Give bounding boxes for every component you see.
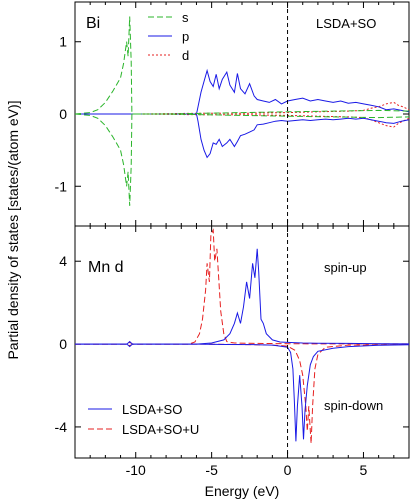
top-panel-curves	[74, 16, 410, 206]
series-s-down-line	[74, 113, 410, 206]
series-p-down-line	[75, 113, 410, 159]
top-legend: spd	[148, 10, 189, 63]
y-tick-label: 0	[59, 106, 67, 122]
series-lsda-so-u-up-line	[75, 228, 409, 345]
method-label: LSDA+SO	[316, 16, 376, 31]
y-tick-label: 0	[59, 336, 67, 352]
bottom-panel-curves	[75, 228, 410, 444]
y-tick-label: 1	[59, 34, 67, 50]
series-d-down-line	[75, 113, 410, 128]
x-tick-label: 5	[360, 462, 368, 478]
x-axis-label: Energy (eV)	[205, 483, 280, 499]
legend-label: LSDA+SO	[122, 402, 182, 417]
x-tick-label: -10	[126, 462, 146, 478]
series-p-up-line	[75, 68, 410, 115]
legend-label: LSDA+SO+U	[122, 422, 199, 437]
bottom-panel-label: Mn d	[88, 259, 124, 276]
spin-down-label: spin-down	[324, 398, 383, 413]
legend-label: p	[182, 29, 189, 44]
legend-label: d	[182, 48, 189, 63]
x-tick-label: 0	[284, 462, 292, 478]
y-tick-label: 4	[59, 253, 67, 269]
series-s-up-line	[74, 16, 410, 115]
bottom-legend: LSDA+SO LSDA+SO+U	[88, 402, 199, 437]
top-panel-label: Bi	[86, 15, 100, 32]
series-lsda-so-down-line	[75, 343, 410, 442]
spin-up-label: spin-up	[324, 260, 367, 275]
y-tick-label: -1	[55, 178, 68, 194]
x-tick-label: -5	[205, 462, 218, 478]
bottom-panel-ticks: -4 0 4 -10 -5 0 5	[55, 226, 410, 478]
top-panel-ticks: -1 0 1	[55, 2, 410, 226]
legend-label: s	[182, 10, 189, 25]
y-tick-label: -4	[55, 419, 68, 435]
y-axis-label: Partial density of states [states/(atom …	[5, 100, 21, 359]
